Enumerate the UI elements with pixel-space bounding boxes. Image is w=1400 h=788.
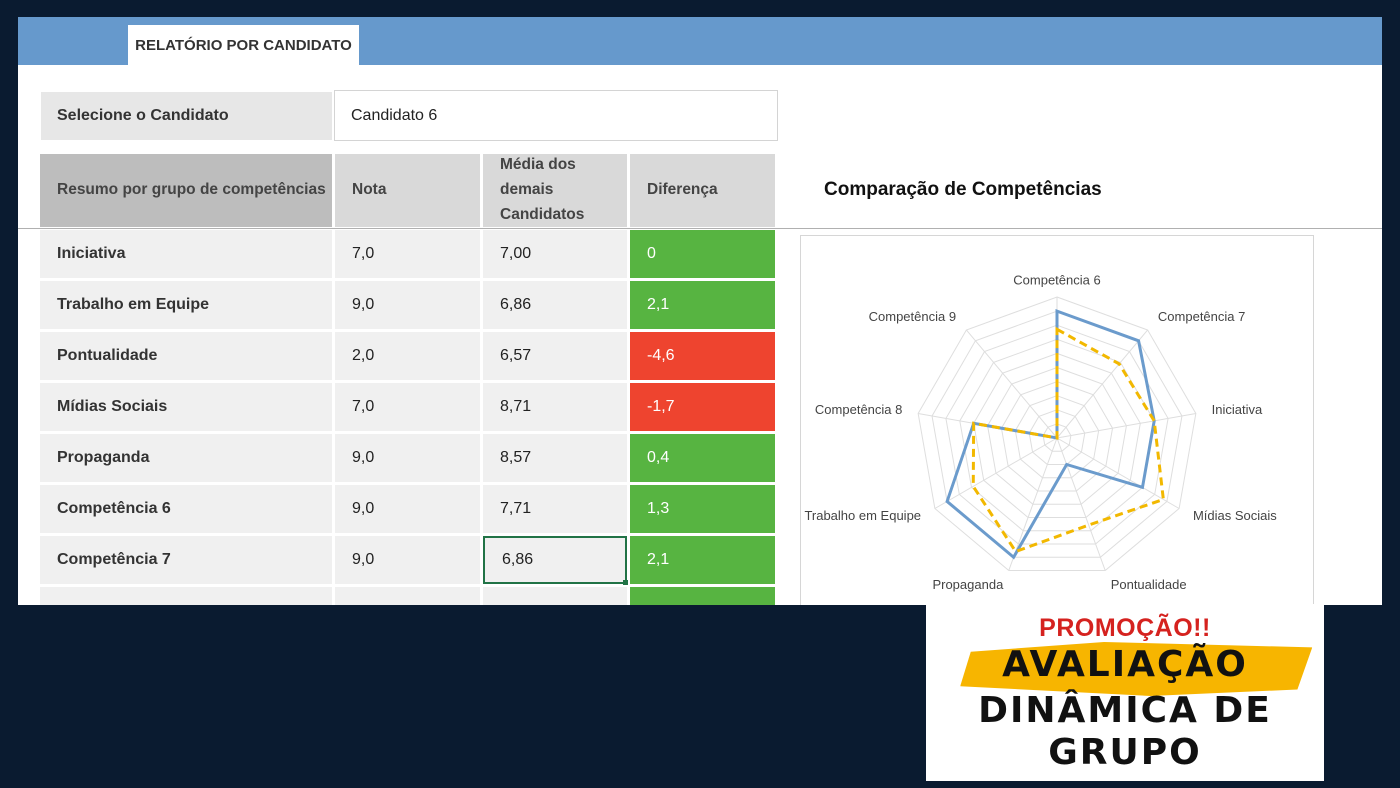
series-average-line xyxy=(971,326,1165,554)
media-value[interactable]: 6,57 xyxy=(483,332,627,380)
radar-gridline xyxy=(1000,381,1114,492)
axis-label: Propaganda xyxy=(932,577,1004,592)
table-row: Pontualidade 2,0 6,57 -4,6 xyxy=(40,332,775,380)
axis-label: Iniciativa xyxy=(1212,402,1263,417)
table-row xyxy=(40,587,775,605)
chart-title: Comparação de Competências xyxy=(824,179,1102,200)
table-row: Mídias Sociais 7,0 8,71 -1,7 xyxy=(40,383,775,431)
header-nota: Nota xyxy=(335,154,480,227)
promo-line-1: AVALIAÇÃO xyxy=(1002,644,1248,685)
radar-gridline xyxy=(1028,409,1086,465)
header-summary: Resumo por grupo de competências xyxy=(40,154,332,227)
radar-gridline xyxy=(987,366,1127,505)
media-value[interactable]: 7,71 xyxy=(483,485,627,533)
axis-label: Competência 6 xyxy=(1013,272,1100,287)
radar-chart-svg: Competência 6 Competência 7 Iniciativa Mídi… xyxy=(804,272,1277,592)
sheet-header-bar: RELATÓRIO POR CANDIDATO xyxy=(18,17,1382,65)
diferenca-value[interactable]: -4,6 xyxy=(630,332,775,380)
diferenca-value[interactable]: 2,1 xyxy=(630,536,775,584)
radar-spoke xyxy=(1056,437,1106,571)
nota-value[interactable]: 9,0 xyxy=(335,536,480,584)
axis-label: Mídias Sociais xyxy=(1193,508,1277,523)
competency-name[interactable] xyxy=(40,587,332,605)
nota-value[interactable]: 7,0 xyxy=(335,230,480,278)
radar-gridline xyxy=(945,324,1169,545)
axis-label: Pontualidade xyxy=(1111,577,1187,592)
spreadsheet-window: RELATÓRIO POR CANDIDATO Selecione o Cand… xyxy=(18,17,1382,605)
radar-spoke xyxy=(934,437,1058,509)
radar-spoke xyxy=(1056,413,1196,439)
table-row: Iniciativa 7,0 7,00 0 xyxy=(40,230,775,278)
competency-name[interactable]: Competência 7 xyxy=(40,536,332,584)
candidate-dropdown[interactable]: Candidato 6 xyxy=(334,90,778,141)
series-candidate-line xyxy=(945,308,1156,560)
nota-value[interactable]: 2,0 xyxy=(335,332,480,380)
media-value[interactable]: 7,00 xyxy=(483,230,627,278)
diferenca-value[interactable]: 2,1 xyxy=(630,281,775,329)
radar-spoke xyxy=(1008,437,1058,571)
header-media: Média dos demais Candidatos xyxy=(483,154,627,227)
competency-name[interactable]: Trabalho em Equipe xyxy=(40,281,332,329)
diferenca-value[interactable] xyxy=(630,587,775,605)
table-row: Propaganda 9,0 8,57 0,4 xyxy=(40,434,775,482)
radar-gridline xyxy=(1014,395,1100,479)
radar-chart[interactable]: Competência 6 Competência 7 Iniciativa Mídi… xyxy=(800,235,1314,605)
axis-label: Competência 7 xyxy=(1158,309,1245,324)
diferenca-value[interactable]: -1,7 xyxy=(630,383,775,431)
nota-value[interactable]: 7,0 xyxy=(335,383,480,431)
diferenca-value[interactable]: 0 xyxy=(630,230,775,278)
media-value[interactable]: 6,86 xyxy=(483,281,627,329)
tab-relatorio[interactable]: RELATÓRIO POR CANDIDATO xyxy=(128,25,359,65)
axis-label: Trabalho em Equipe xyxy=(804,508,921,523)
radar-spoke xyxy=(965,329,1058,439)
axis-label: Competência 9 xyxy=(869,309,956,324)
nota-value[interactable]: 9,0 xyxy=(335,434,480,482)
nota-value[interactable]: 9,0 xyxy=(335,281,480,329)
media-value[interactable]: 8,57 xyxy=(483,434,627,482)
diferenca-value[interactable]: 1,3 xyxy=(630,485,775,533)
competency-name[interactable]: Iniciativa xyxy=(40,230,332,278)
competency-name[interactable]: Mídias Sociais xyxy=(40,383,332,431)
table-row: Trabalho em Equipe 9,0 6,86 2,1 xyxy=(40,281,775,329)
competency-name[interactable]: Pontualidade xyxy=(40,332,332,380)
radar-spoke xyxy=(1056,329,1149,439)
header-media-text: Média dos demais Candidatos xyxy=(500,156,585,223)
radar-spoke xyxy=(1056,437,1180,509)
axis-label: Competência 8 xyxy=(815,402,902,417)
media-value[interactable]: 8,71 xyxy=(483,383,627,431)
promo-title: PROMOÇÃO!! xyxy=(1039,614,1211,642)
media-value[interactable] xyxy=(483,587,627,605)
promo-banner: PROMOÇÃO!! AVALIAÇÃO DINÂMICA DE GRUPO xyxy=(926,604,1324,781)
competency-name[interactable]: Propaganda xyxy=(40,434,332,482)
select-candidate-label: Selecione o Candidato xyxy=(41,92,332,140)
radar-gridline xyxy=(973,352,1141,518)
table-row: Competência 6 9,0 7,71 1,3 xyxy=(40,485,775,533)
nota-value[interactable] xyxy=(335,587,480,605)
promo-line-2: DINÂMICA DE xyxy=(978,690,1272,731)
competency-name[interactable]: Competência 6 xyxy=(40,485,332,533)
media-value[interactable]: 6,86 xyxy=(483,536,628,585)
diferenca-value[interactable]: 0,4 xyxy=(630,434,775,482)
radar-gridline xyxy=(917,296,1197,571)
header-divider xyxy=(18,228,1382,229)
promo-line-3: GRUPO xyxy=(1048,732,1202,773)
nota-value[interactable]: 9,0 xyxy=(335,485,480,533)
radar-gridline xyxy=(931,310,1183,558)
table-row: Competência 7 9,0 6,86 2,1 xyxy=(40,536,775,585)
radar-gridline xyxy=(1042,423,1072,452)
header-diferenca: Diferença xyxy=(630,154,775,227)
